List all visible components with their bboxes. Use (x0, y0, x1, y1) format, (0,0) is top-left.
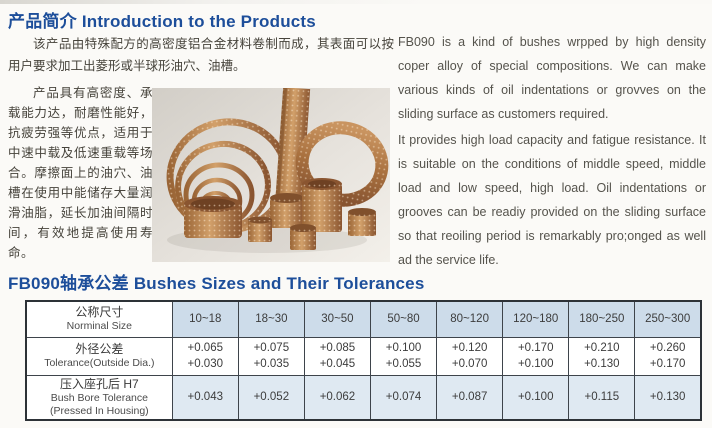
outside-dia-label-zh: 外径公差 (75, 342, 124, 356)
bush-bore-label-cell: 压入座孔后 H7 Bush Bore Tolerance (Pressed In… (25, 374, 173, 420)
tolerance-upper: +0.170 (517, 342, 554, 354)
size-range-cell: 120~180 (502, 300, 570, 338)
tolerance-upper: +0.120 (451, 342, 488, 354)
bore-tolerance-cell: +0.115 (568, 374, 636, 420)
bush-bore-tolerance-row: 压入座孔后 H7 Bush Bore Tolerance (Pressed In… (25, 374, 702, 420)
size-range-cell: 80~120 (436, 300, 504, 338)
intro-paragraph-zh: 该产品由特殊配方的高密度铝合金材料卷制而成，其表面可以按用户要求加工出菱形或半球… (8, 37, 394, 73)
tolerance-cell: +0.065 +0.030 (171, 336, 239, 376)
tolerance-table: 公称尺寸 Norminal Size 10~18 18~30 30~50 50~… (25, 300, 702, 421)
size-range-cell: 18~30 (237, 300, 305, 338)
nominal-size-label-zh: 公称尺寸 (75, 305, 124, 320)
page-top-edge (0, 0, 712, 4)
section2-title: FB090轴承公差 Bushes Sizes and Their Toleranc… (8, 269, 425, 294)
size-range-cell: 10~18 (171, 300, 239, 338)
section2-title-en: Bushes Sizes and Their Tolerances (133, 274, 425, 293)
size-range-cell: 30~50 (303, 300, 371, 338)
bush-bore-label-en2: (Pressed In Housing) (50, 404, 149, 417)
tolerance-cell: +0.100 +0.055 (369, 336, 438, 376)
english-paragraph-1: FB090 is a kind of bushes wrpped by high… (398, 35, 706, 121)
section1-title-en: Introduction to the Products (81, 12, 316, 31)
tolerance-lower: +0.100 (517, 358, 554, 370)
left-paragraph-zh: 产品具有高密度、承载能力达，耐磨性能好，抗疲劳强等优点，适用于中速中载及低速重载… (8, 86, 153, 260)
bore-tolerance-cell: +0.062 (303, 374, 371, 420)
bore-tolerance-cell: +0.043 (171, 374, 239, 420)
outside-dia-label-cell: 外径公差 Tolerance(Outside Dia.) (25, 336, 173, 376)
outside-dia-tolerance-row: 外径公差 Tolerance(Outside Dia.) +0.065 +0.0… (25, 336, 702, 376)
tolerance-cell: +0.210 +0.130 (568, 336, 636, 376)
size-range-cell: 250~300 (634, 300, 702, 338)
table-header-row: 公称尺寸 Norminal Size 10~18 18~30 30~50 50~… (25, 300, 702, 338)
tolerance-lower: +0.045 (319, 358, 356, 370)
right-paragraphs-en: FB090 is a kind of bushes wrpped by high… (398, 30, 706, 272)
nominal-size-header-cell: 公称尺寸 Norminal Size (25, 300, 173, 338)
product-photo (152, 88, 390, 262)
section1-title-zh: 产品简介 (8, 12, 77, 31)
bore-tolerance-cell: +0.074 (369, 374, 438, 420)
tolerance-upper: +0.100 (385, 342, 422, 354)
tolerance-lower: +0.035 (253, 358, 290, 370)
tolerance-cell: +0.075 +0.035 (237, 336, 305, 376)
tolerance-cell: +0.260 +0.170 (634, 336, 702, 376)
tolerance-lower: +0.070 (451, 358, 488, 370)
section1-title: 产品简介 Introduction to the Products (8, 7, 316, 32)
tolerance-cell: +0.170 +0.100 (502, 336, 570, 376)
copper-bushes-illustration (152, 88, 390, 262)
tolerance-lower: +0.170 (649, 358, 686, 370)
tolerance-cell: +0.085 +0.045 (303, 336, 371, 376)
bush-bore-label-zh: 压入座孔后 H7 (60, 376, 139, 391)
tolerance-upper: +0.210 (584, 342, 620, 354)
size-range-cell: 180~250 (568, 300, 636, 338)
bore-tolerance-cell: +0.052 (237, 374, 305, 420)
bore-tolerance-cell: +0.100 (502, 374, 570, 420)
outside-dia-label-en: Tolerance(Outside Dia.) (44, 357, 155, 369)
section2-title-zh: FB090轴承公差 (8, 274, 129, 293)
bore-tolerance-cell: +0.087 (436, 374, 504, 420)
bush-bore-label-en: Bush Bore Tolerance (50, 391, 148, 404)
bore-tolerance-cell: +0.130 (634, 374, 702, 420)
english-paragraph-2: It provides high load capacity and fatig… (398, 133, 706, 267)
tolerance-lower: +0.055 (385, 358, 422, 370)
tolerance-cell: +0.120 +0.070 (436, 336, 504, 376)
tolerance-lower: +0.130 (584, 358, 620, 370)
nominal-size-label-en: Norminal Size (66, 320, 133, 333)
size-range-cell: 50~80 (369, 300, 438, 338)
tolerance-upper: +0.260 (649, 342, 686, 354)
tolerance-upper: +0.075 (253, 342, 290, 354)
small-bushes (184, 178, 376, 250)
tolerance-upper: +0.065 (187, 342, 224, 354)
tolerance-lower: +0.030 (187, 358, 224, 370)
tolerance-upper: +0.085 (319, 342, 356, 354)
